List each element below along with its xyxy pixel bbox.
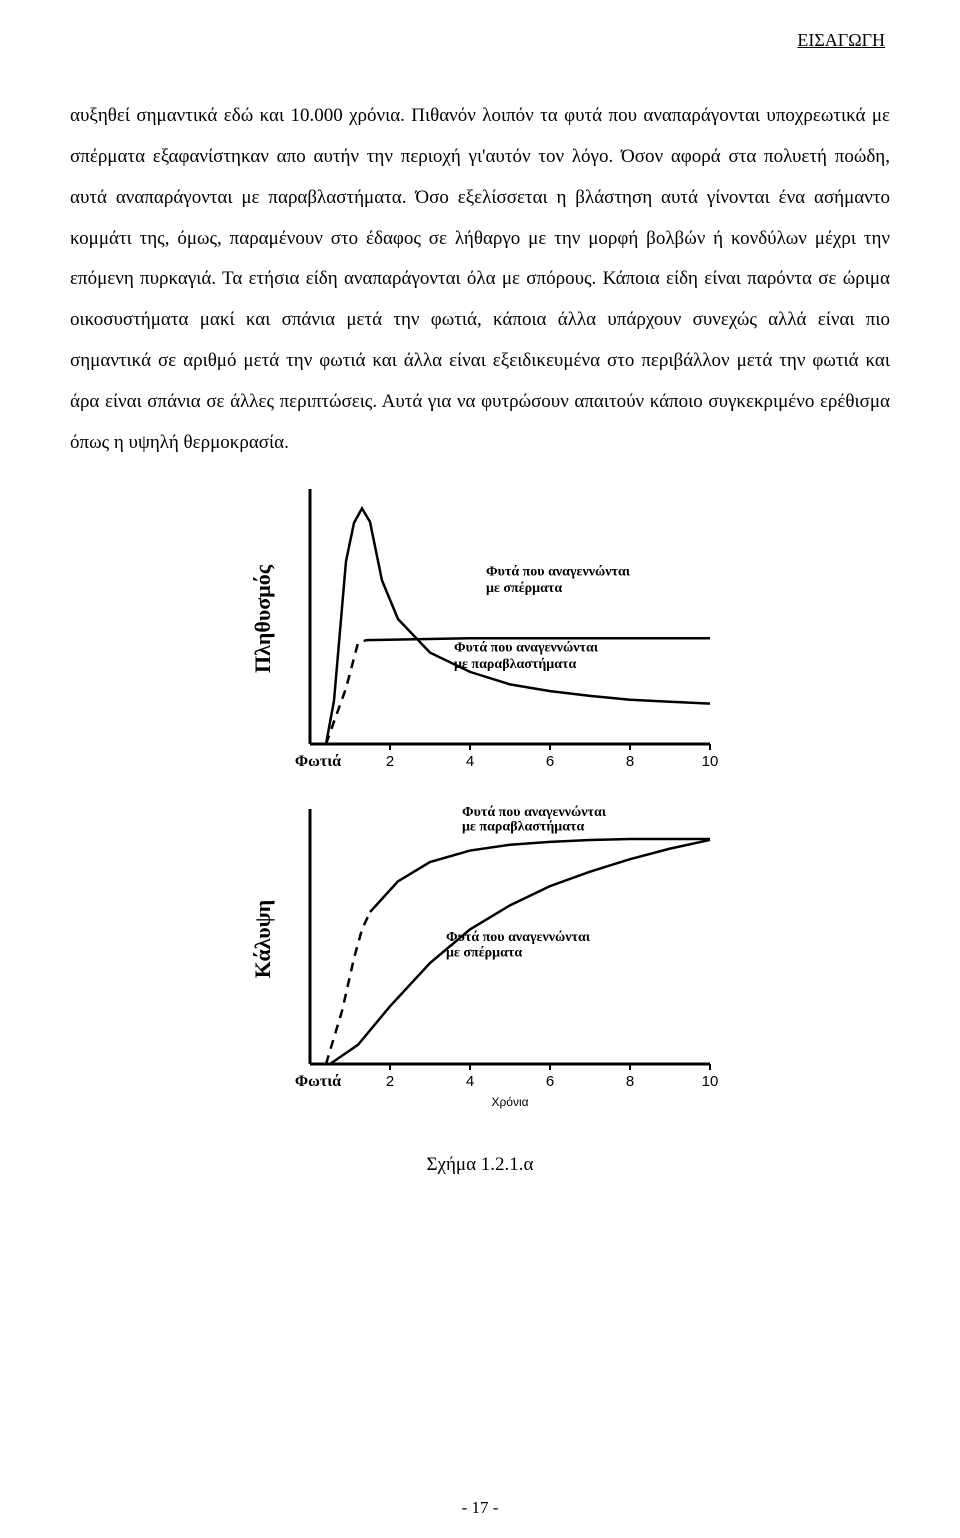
figure: 2 4 6 8 10 Φωτιά Πληθυσμός Φυτά που αναγεννώντα… <box>220 484 740 1124</box>
svg-text:Φωτιά: Φωτιά <box>295 753 341 770</box>
svg-text:10: 10 <box>702 753 719 770</box>
svg-text:με παραβλαστήματα: με παραβλαστήματα <box>454 657 576 672</box>
svg-text:Φυτά που αναγεννώνται: Φυτά που αναγεννώνται <box>454 640 599 655</box>
svg-text:Φυτά που αναγεννώνται: Φυτά που αναγεννώνται <box>486 564 631 579</box>
figure-svg: 2 4 6 8 10 Φωτιά Πληθυσμός Φυτά που αναγεννώντα… <box>220 484 740 1124</box>
page-number: - 17 - <box>0 1498 960 1518</box>
svg-text:8: 8 <box>626 1073 634 1090</box>
svg-text:4: 4 <box>466 1073 474 1090</box>
svg-text:με σπέρματα: με σπέρματα <box>446 945 522 960</box>
svg-text:2: 2 <box>386 753 394 770</box>
svg-text:4: 4 <box>466 753 474 770</box>
svg-text:8: 8 <box>626 753 634 770</box>
figure-wrap: 2 4 6 8 10 Φωτιά Πληθυσμός Φυτά που αναγεννώντα… <box>70 484 890 1176</box>
svg-text:Κάλυψη: Κάλυψη <box>250 899 275 978</box>
svg-text:Φωτιά: Φωτιά <box>295 1073 341 1090</box>
svg-text:με παραβλαστήματα: με παραβλαστήματα <box>462 819 584 834</box>
svg-text:Χρόνια: Χρόνια <box>491 1095 528 1109</box>
svg-text:Πληθυσμός: Πληθυσμός <box>250 564 275 673</box>
svg-text:10: 10 <box>702 1073 719 1090</box>
page: ΕΙΣΑΓΩΓΗ αυξηθεί σημαντικά εδώ και 10.00… <box>0 0 960 1538</box>
body-paragraph: αυξηθεί σημαντικά εδώ και 10.000 χρόνια.… <box>70 96 890 464</box>
svg-text:με σπέρματα: με σπέρματα <box>486 581 562 596</box>
svg-text:6: 6 <box>546 753 554 770</box>
svg-text:Φυτά που αναγεννώνται: Φυτά που αναγεννώνται <box>446 930 591 945</box>
svg-text:Φυτά που αναγεννώνται: Φυτά που αναγεννώνται <box>462 805 607 820</box>
svg-text:6: 6 <box>546 1073 554 1090</box>
section-header: ΕΙΣΑΓΩΓΗ <box>70 30 890 51</box>
svg-text:2: 2 <box>386 1073 394 1090</box>
figure-caption: Σχήμα 1.2.1.α <box>426 1154 533 1176</box>
